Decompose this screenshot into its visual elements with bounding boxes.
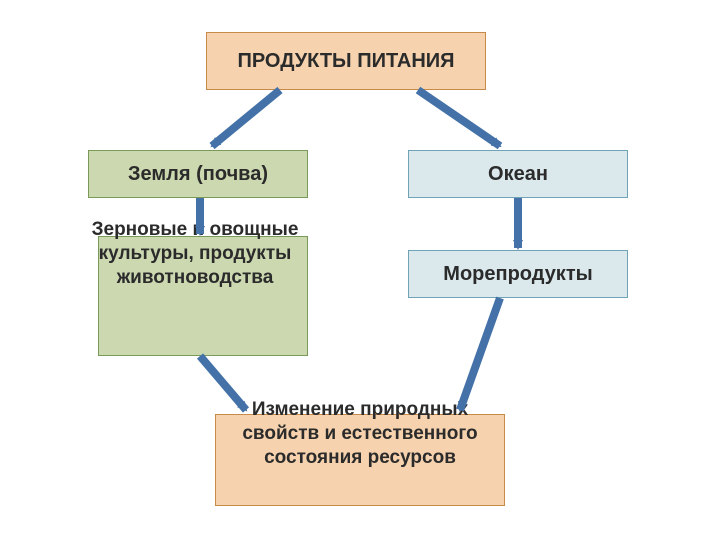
node-ocean-label: Океан — [488, 162, 548, 187]
node-root: ПРОДУКТЫ ПИТАНИЯ — [206, 32, 486, 90]
node-seafood-label: Морепродукты — [443, 262, 592, 287]
node-result-text: Изменение природных свойств и естественн… — [220, 398, 500, 469]
arrow — [212, 90, 280, 146]
node-land: Земля (почва) — [88, 150, 308, 198]
node-ocean: Океан — [408, 150, 628, 198]
node-land-label: Земля (почва) — [128, 162, 268, 187]
node-crops-text: Зерновые и овощные культуры, продукты жи… — [80, 218, 310, 289]
arrow — [460, 298, 500, 410]
node-crops-label: Зерновые и овощные культуры, продукты жи… — [92, 219, 299, 288]
node-seafood: Морепродукты — [408, 250, 628, 298]
arrow — [418, 90, 500, 146]
node-result-label: Изменение природных свойств и естественн… — [242, 399, 477, 468]
node-root-label: ПРОДУКТЫ ПИТАНИЯ — [237, 49, 454, 74]
